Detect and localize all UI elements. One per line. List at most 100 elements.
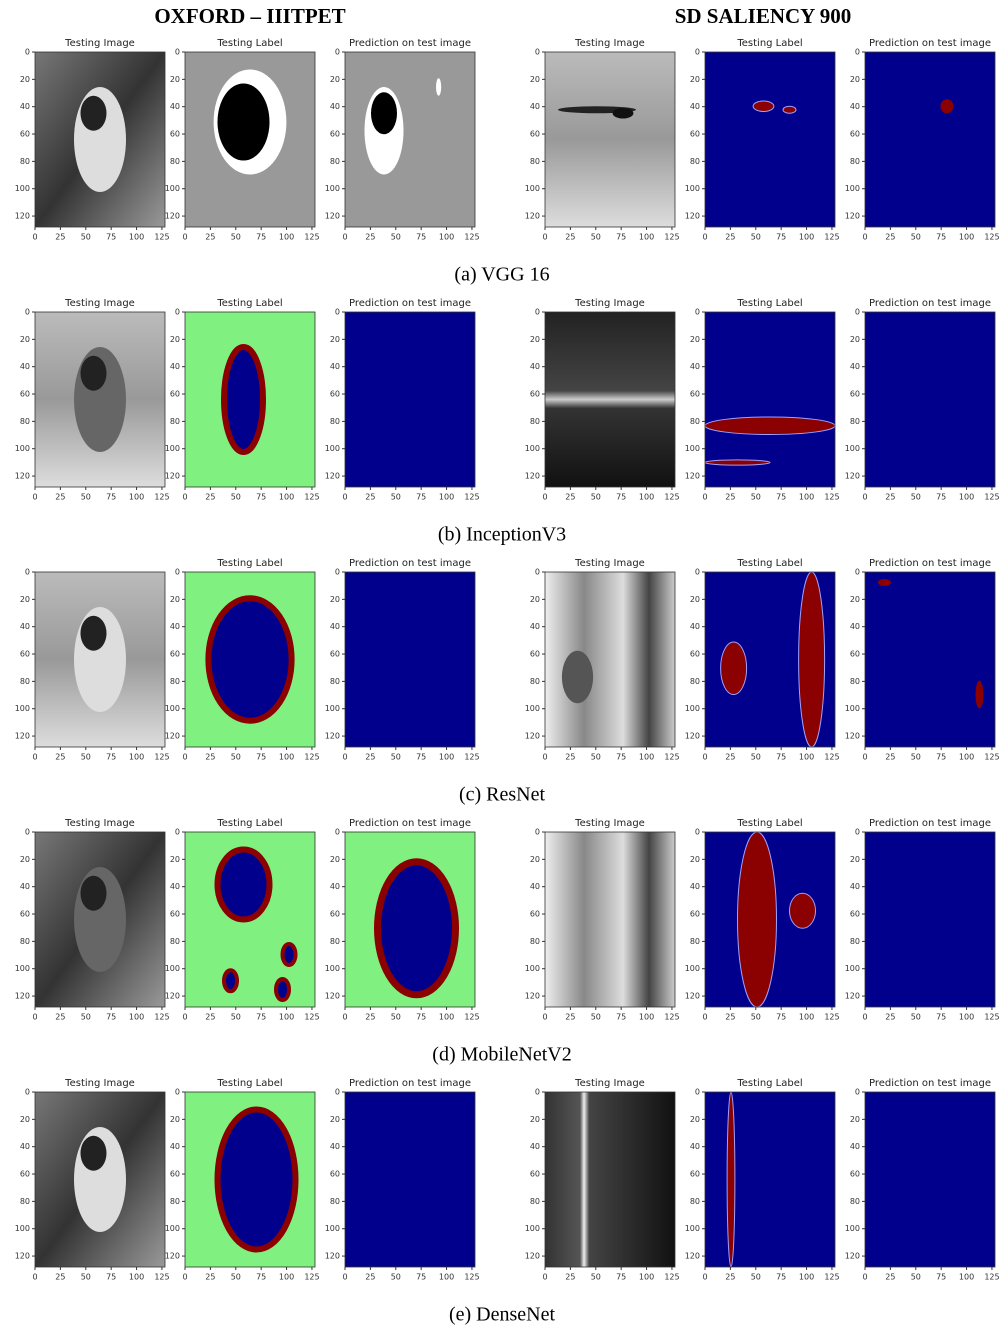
x-tick-label: 25	[205, 753, 215, 762]
x-tick-label: 75	[106, 1013, 116, 1022]
y-tick-label: 60	[690, 910, 700, 919]
y-tick-label: 80	[170, 157, 180, 166]
x-tick-label: 0	[542, 493, 547, 502]
image-bg	[705, 52, 835, 227]
y-tick-label: 40	[20, 882, 30, 891]
x-tick-label: 50	[231, 1273, 241, 1282]
x-tick-label: 0	[32, 493, 37, 502]
panel: Testing Image020406080100120025507510012…	[525, 818, 680, 1022]
y-tick-label: 120	[15, 732, 30, 741]
x-tick-label: 25	[565, 493, 575, 502]
x-tick-label: 25	[365, 1273, 375, 1282]
image-bg	[545, 572, 675, 747]
y-tick-label: 80	[850, 157, 860, 166]
y-tick-label: 40	[20, 102, 30, 111]
x-tick-label: 75	[416, 1273, 426, 1282]
x-tick-label: 75	[936, 493, 946, 502]
y-tick-label: 60	[20, 1170, 30, 1179]
x-tick-label: 100	[439, 1013, 454, 1022]
x-tick-label: 25	[725, 493, 735, 502]
y-tick-label: 60	[530, 650, 540, 659]
x-tick-label: 100	[129, 1273, 144, 1282]
blob	[727, 1092, 735, 1267]
caption: (c) ResNet	[459, 784, 546, 806]
y-tick-label: 100	[325, 704, 340, 713]
blob	[562, 651, 593, 704]
y-tick-label: 60	[170, 650, 180, 659]
y-tick-label: 60	[170, 130, 180, 139]
x-tick-label: 25	[885, 493, 895, 502]
y-tick-label: 80	[690, 937, 700, 946]
x-tick-label: 25	[205, 1013, 215, 1022]
x-tick-label: 125	[824, 233, 839, 242]
x-tick-label: 25	[565, 753, 575, 762]
panel: Testing Label020406080100120025507510012…	[165, 1078, 320, 1282]
y-tick-label: 60	[170, 910, 180, 919]
y-tick-label: 60	[330, 390, 340, 399]
y-tick-label: 120	[165, 472, 180, 481]
panel: Prediction on test image0204060801001200…	[845, 298, 1000, 502]
x-tick-label: 50	[911, 493, 921, 502]
y-tick-label: 0	[175, 828, 180, 837]
x-tick-label: 25	[55, 1013, 65, 1022]
y-tick-label: 20	[330, 1115, 340, 1124]
x-tick-label: 25	[885, 753, 895, 762]
blob	[940, 99, 953, 113]
y-tick-label: 100	[325, 444, 340, 453]
y-tick-label: 120	[525, 212, 540, 221]
x-tick-label: 100	[439, 493, 454, 502]
y-tick-label: 20	[850, 595, 860, 604]
y-tick-label: 60	[20, 650, 30, 659]
y-tick-label: 80	[20, 1197, 30, 1206]
x-tick-label: 125	[664, 753, 679, 762]
x-tick-label: 50	[591, 233, 601, 242]
x-tick-label: 50	[591, 493, 601, 502]
panel: Prediction on test image0204060801001200…	[845, 818, 1000, 1022]
y-tick-label: 0	[175, 1088, 180, 1097]
y-tick-label: 100	[685, 444, 700, 453]
panel: Testing Label020406080100120025507510012…	[165, 558, 320, 762]
x-tick-label: 125	[304, 753, 319, 762]
x-tick-label: 125	[824, 493, 839, 502]
x-tick-label: 100	[129, 233, 144, 242]
x-tick-label: 50	[231, 233, 241, 242]
panel: Testing Image020406080100120025507510012…	[525, 298, 680, 502]
y-tick-label: 0	[535, 568, 540, 577]
y-tick-label: 40	[530, 1142, 540, 1151]
y-tick-label: 80	[850, 937, 860, 946]
y-tick-label: 120	[525, 472, 540, 481]
y-tick-label: 120	[845, 472, 860, 481]
x-tick-label: 75	[776, 493, 786, 502]
panel: Prediction on test image0204060801001200…	[845, 558, 1000, 762]
blob	[224, 970, 237, 991]
y-tick-label: 60	[850, 650, 860, 659]
x-tick-label: 25	[55, 1273, 65, 1282]
figure: OXFORD – IIITPET SD SALIENCY 900 Testing…	[0, 0, 1005, 1328]
x-tick-label: 0	[702, 233, 707, 242]
image-bg	[545, 832, 675, 1007]
x-tick-label: 0	[182, 753, 187, 762]
x-tick-label: 50	[391, 233, 401, 242]
x-tick-label: 125	[154, 1273, 169, 1282]
blob	[613, 108, 634, 119]
y-tick-label: 0	[25, 48, 30, 57]
blob	[283, 944, 296, 965]
image-bg	[545, 1092, 675, 1267]
x-tick-label: 75	[616, 1273, 626, 1282]
y-tick-label: 40	[530, 622, 540, 631]
x-tick-label: 125	[664, 1013, 679, 1022]
y-tick-label: 40	[850, 102, 860, 111]
y-tick-label: 20	[530, 75, 540, 84]
y-tick-label: 20	[330, 75, 340, 84]
y-tick-label: 120	[845, 732, 860, 741]
x-tick-label: 125	[464, 1013, 479, 1022]
y-tick-label: 100	[525, 444, 540, 453]
y-tick-label: 0	[335, 308, 340, 317]
panel: Testing Label020406080100120025507510012…	[685, 298, 840, 502]
panel: Testing Label020406080100120025507510012…	[685, 818, 840, 1022]
y-tick-label: 0	[335, 48, 340, 57]
caption: (d) MobileNetV2	[432, 1044, 571, 1066]
y-tick-label: 80	[20, 937, 30, 946]
blob	[783, 106, 796, 113]
